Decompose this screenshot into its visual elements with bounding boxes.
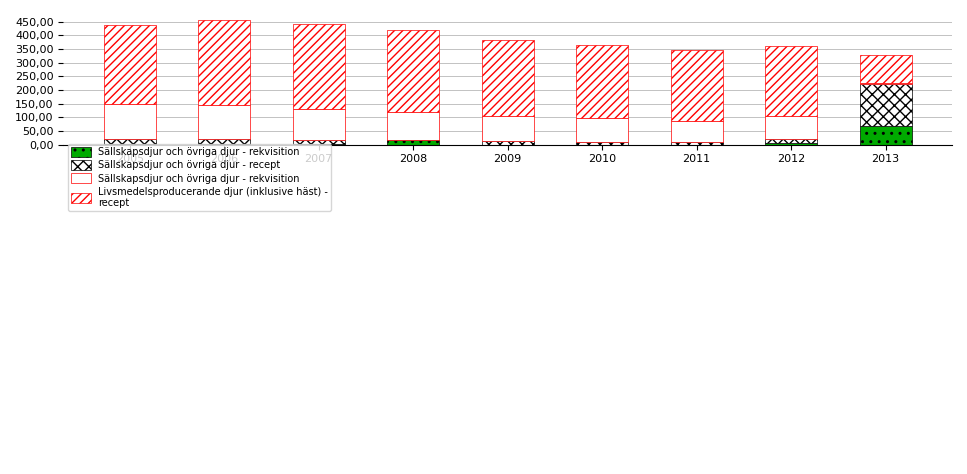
Bar (387, 140, 439, 145)
Bar (198, 139, 250, 144)
Bar (482, 40, 534, 116)
Bar (103, 139, 156, 145)
Bar (387, 30, 439, 111)
Bar (765, 139, 817, 143)
Bar (671, 121, 722, 142)
Bar (860, 84, 912, 126)
Bar (860, 83, 912, 84)
Bar (293, 24, 344, 109)
Bar (198, 105, 250, 139)
Bar (671, 142, 722, 145)
Bar (765, 116, 817, 139)
Bar (293, 140, 344, 144)
Legend: Sällskapsdjur och övriga djur - rekvisition, Sällskapsdjur och övriga djur - rec: Sällskapsdjur och övriga djur - rekvisit… (69, 144, 331, 211)
Bar (765, 46, 817, 116)
Bar (198, 20, 250, 105)
Bar (576, 142, 629, 145)
Bar (387, 111, 439, 140)
Bar (103, 25, 156, 104)
Bar (860, 55, 912, 83)
Bar (103, 104, 156, 139)
Bar (860, 126, 912, 145)
Bar (671, 50, 722, 121)
Bar (765, 143, 817, 145)
Bar (482, 116, 534, 141)
Bar (576, 118, 629, 142)
Bar (482, 141, 534, 145)
Bar (576, 45, 629, 118)
Bar (293, 109, 344, 140)
